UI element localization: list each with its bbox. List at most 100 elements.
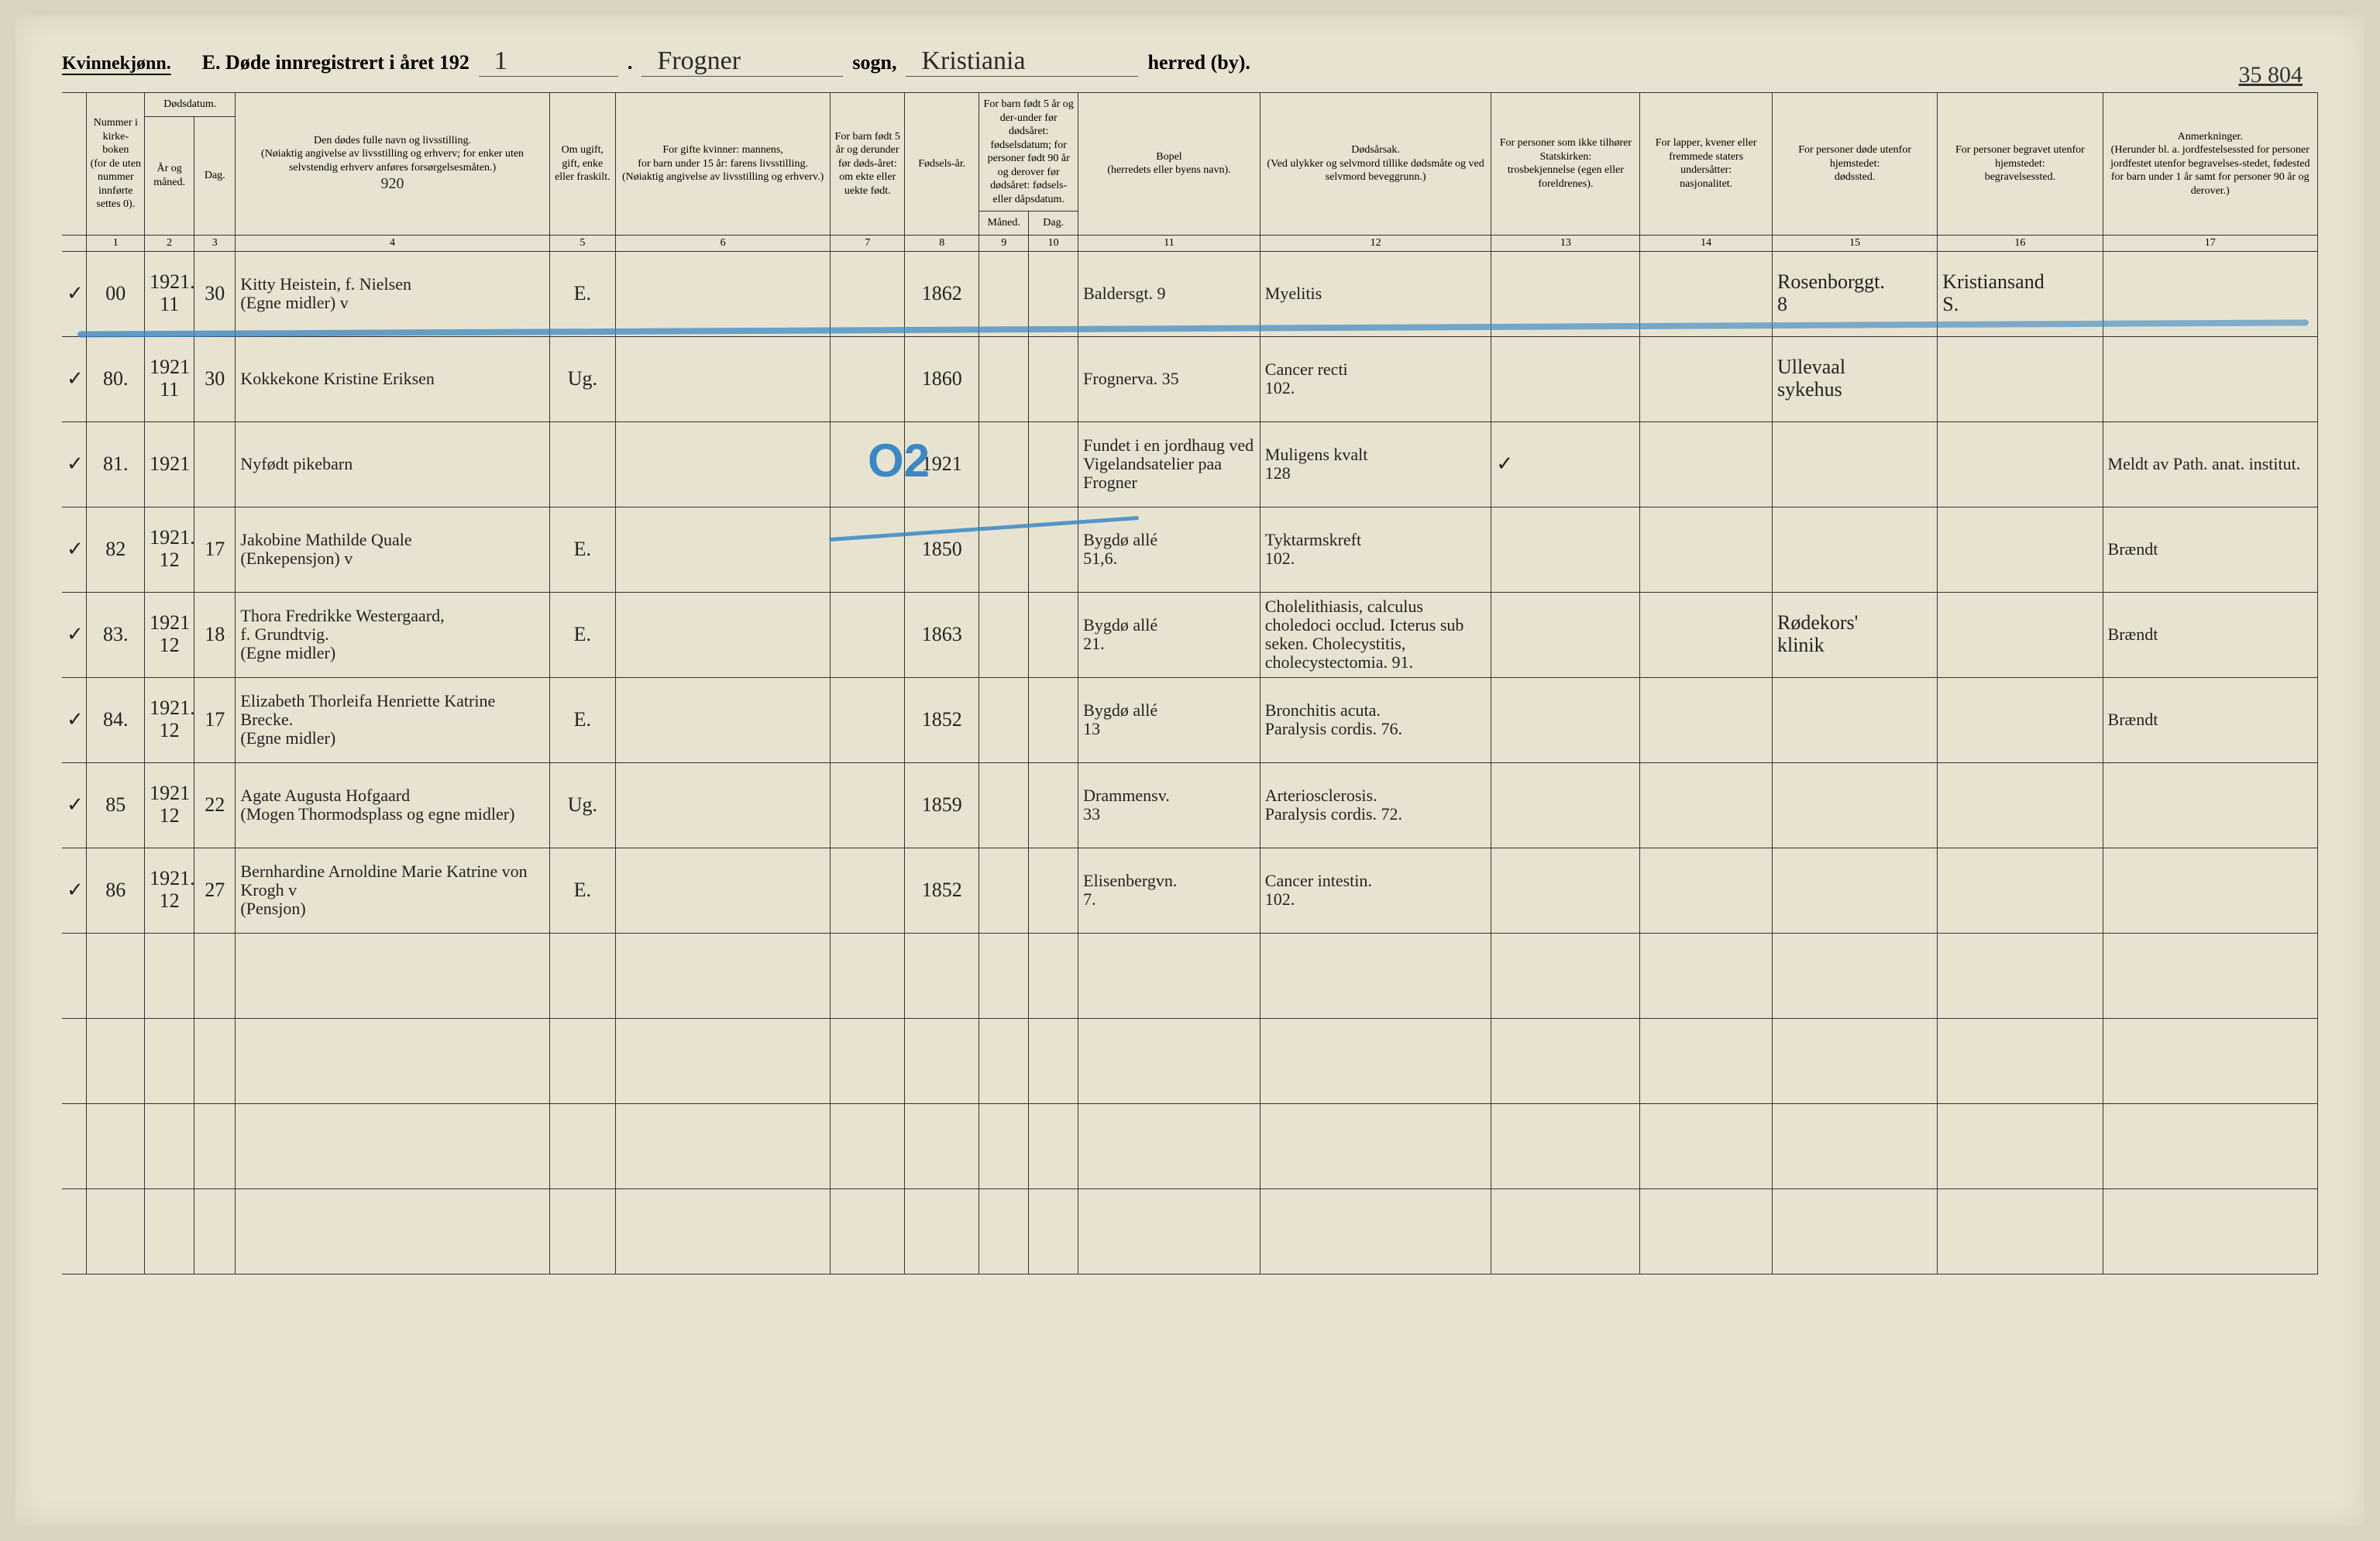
cell-c7 xyxy=(831,421,905,507)
cell-year: 1921 xyxy=(905,421,979,507)
cell-c9 xyxy=(979,336,1029,421)
cell-c15 xyxy=(1772,848,1937,933)
cell-stat: E. xyxy=(549,848,615,933)
cell-c14 xyxy=(1640,592,1773,677)
column-number: 14 xyxy=(1640,235,1773,251)
cell-name: Nyfødt pikebarn xyxy=(236,421,549,507)
cell-ym: 1921. 12 xyxy=(145,677,194,762)
ledger-page: O2 35 804 Kvinnekjønn. E. Døde innregist… xyxy=(15,15,2365,1526)
cell-res: Bygdø allé 51,6. xyxy=(1078,507,1261,592)
cell-c10 xyxy=(1029,848,1078,933)
title-row: E. Døde innregistrert i året 192 1 . Fro… xyxy=(202,46,2318,77)
cell-c17 xyxy=(2103,762,2317,848)
cell-chk: ✓ xyxy=(62,592,87,677)
cell-name: Jakobine Mathilde Quale (Enkepensjon) v xyxy=(236,507,549,592)
column-number: 16 xyxy=(1938,235,2103,251)
table-row-empty xyxy=(62,933,2318,1018)
cell-c16 xyxy=(1938,421,2103,507)
cell-stat: E. xyxy=(549,677,615,762)
cell-cause: Cholelithiasis, calculus choledoci occlu… xyxy=(1260,592,1491,677)
cell-day: 17 xyxy=(194,507,236,592)
cell-cause: Arteriosclerosis. Paralysis cordis. 72. xyxy=(1260,762,1491,848)
col12-head: Dødsårsak.(Ved ulykker og selvmord tilli… xyxy=(1267,144,1484,183)
cell-chk: ✓ xyxy=(62,848,87,933)
column-number: 2 xyxy=(145,235,194,251)
cell-c6 xyxy=(615,848,830,933)
cell-c9 xyxy=(979,848,1029,933)
cell-ym: 1921 11 xyxy=(145,336,194,421)
cell-c14 xyxy=(1640,848,1773,933)
cell-c10 xyxy=(1029,507,1078,592)
cell-num: 82 xyxy=(87,507,145,592)
table-head: Nummer i kirke-boken(for de uten nummer … xyxy=(62,93,2318,252)
cell-c9 xyxy=(979,251,1029,336)
cell-cause: Cancer recti 102. xyxy=(1260,336,1491,421)
cell-year: 1852 xyxy=(905,677,979,762)
column-number: 6 xyxy=(615,235,830,251)
column-number: 3 xyxy=(194,235,236,251)
cell-day: 17 xyxy=(194,677,236,762)
cell-c15 xyxy=(1772,421,1937,507)
column-number: 9 xyxy=(979,235,1029,251)
table-row: ✓001921. 1130Kitty Heistein, f. Nielsen … xyxy=(62,251,2318,336)
cell-c15 xyxy=(1772,507,1937,592)
column-number: 4 xyxy=(236,235,549,251)
cell-year: 1852 xyxy=(905,848,979,933)
cell-c7 xyxy=(831,762,905,848)
table-row-empty xyxy=(62,1103,2318,1188)
cell-c13 xyxy=(1491,507,1640,592)
column-number: 1 xyxy=(87,235,145,251)
table-row: ✓81.1921Nyfødt pikebarn1921Fundet i en j… xyxy=(62,421,2318,507)
table-row: ✓80.1921 1130Kokkekone Kristine EriksenU… xyxy=(62,336,2318,421)
cell-name: Bernhardine Arnoldine Marie Katrine von … xyxy=(236,848,549,933)
cell-c17 xyxy=(2103,336,2317,421)
cell-c9 xyxy=(979,677,1029,762)
cell-stat xyxy=(549,421,615,507)
cell-c16: Kristiansand S. xyxy=(1938,251,2103,336)
column-number: 15 xyxy=(1772,235,1937,251)
cell-c9 xyxy=(979,762,1029,848)
table-row: ✓83.1921 1218Thora Fredrikke Westergaard… xyxy=(62,592,2318,677)
cell-name: Kokkekone Kristine Eriksen xyxy=(236,336,549,421)
column-number: 8 xyxy=(905,235,979,251)
sogn-value: Frogner xyxy=(641,46,843,77)
table-row: ✓851921 1222Agate Augusta Hofgaard (Moge… xyxy=(62,762,2318,848)
cell-res: Elisenbergvn. 7. xyxy=(1078,848,1261,933)
cell-c15 xyxy=(1772,677,1937,762)
table-row: ✓821921. 1217Jakobine Mathilde Quale (En… xyxy=(62,507,2318,592)
cell-c14 xyxy=(1640,507,1773,592)
cell-cause: Muligens kvalt 128 xyxy=(1260,421,1491,507)
cell-c13 xyxy=(1491,592,1640,677)
cell-c17 xyxy=(2103,848,2317,933)
cell-name: Agate Augusta Hofgaard (Mogen Thormodspl… xyxy=(236,762,549,848)
cell-c7 xyxy=(831,677,905,762)
cell-num: 81. xyxy=(87,421,145,507)
col16-head: For personer begravet utenfor hjemstedet… xyxy=(1955,144,2085,183)
table-row: ✓84.1921. 1217Elizabeth Thorleifa Henrie… xyxy=(62,677,2318,762)
cell-day xyxy=(194,421,236,507)
column-number: 5 xyxy=(549,235,615,251)
cell-stat: Ug. xyxy=(549,336,615,421)
cell-year: 1863 xyxy=(905,592,979,677)
cell-res: Baldersgt. 9 xyxy=(1078,251,1261,336)
cell-chk: ✓ xyxy=(62,762,87,848)
title-period: . xyxy=(628,51,633,74)
cell-c10 xyxy=(1029,592,1078,677)
cell-c6 xyxy=(615,251,830,336)
cell-c16 xyxy=(1938,762,2103,848)
cell-year: 1850 xyxy=(905,507,979,592)
cell-c17 xyxy=(2103,251,2317,336)
cell-num: 83. xyxy=(87,592,145,677)
cell-day: 18 xyxy=(194,592,236,677)
cell-ym: 1921. 11 xyxy=(145,251,194,336)
cell-c13 xyxy=(1491,251,1640,336)
cell-c6 xyxy=(615,421,830,507)
cell-num: 00 xyxy=(87,251,145,336)
cell-c16 xyxy=(1938,336,2103,421)
cell-num: 85 xyxy=(87,762,145,848)
cell-c6 xyxy=(615,507,830,592)
cell-cause: Cancer intestin. 102. xyxy=(1260,848,1491,933)
cell-name: Thora Fredrikke Westergaard, f. Grundtvi… xyxy=(236,592,549,677)
sogn-label: sogn, xyxy=(852,51,896,74)
cell-c10 xyxy=(1029,336,1078,421)
